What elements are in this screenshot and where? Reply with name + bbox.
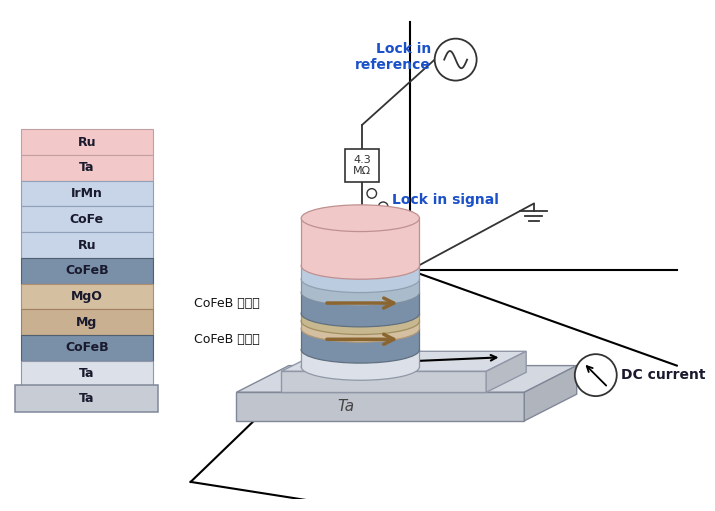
Circle shape — [575, 354, 617, 396]
Bar — [301, 321, 420, 329]
Bar — [21, 309, 152, 335]
Text: Ta: Ta — [79, 392, 94, 405]
Text: MgO: MgO — [71, 290, 103, 303]
Text: Lock in signal: Lock in signal — [392, 193, 498, 207]
Text: Ru: Ru — [77, 239, 96, 251]
Polygon shape — [486, 351, 526, 392]
Polygon shape — [281, 351, 526, 371]
Ellipse shape — [301, 252, 420, 279]
Bar — [301, 350, 420, 367]
Text: CoFe: CoFe — [69, 213, 104, 226]
Bar — [21, 232, 152, 258]
Bar — [21, 206, 152, 232]
Bar — [301, 329, 420, 350]
Text: Ta: Ta — [79, 367, 94, 380]
Ellipse shape — [301, 300, 420, 327]
Bar — [21, 155, 152, 181]
Circle shape — [378, 202, 388, 212]
Polygon shape — [281, 371, 486, 392]
Ellipse shape — [301, 336, 420, 363]
Bar — [21, 181, 152, 206]
Bar — [21, 335, 152, 361]
Text: CoFeB 자유층: CoFeB 자유층 — [194, 333, 260, 346]
Bar — [21, 258, 152, 284]
Bar — [301, 279, 420, 293]
Ellipse shape — [301, 308, 420, 335]
Bar — [301, 293, 420, 314]
Ellipse shape — [301, 279, 420, 306]
Text: IrMn: IrMn — [71, 187, 103, 200]
Bar — [301, 314, 420, 321]
Circle shape — [367, 189, 377, 198]
Circle shape — [435, 39, 477, 81]
Bar — [21, 361, 152, 386]
Polygon shape — [237, 365, 577, 392]
Ellipse shape — [301, 354, 420, 380]
Bar — [301, 266, 420, 279]
Bar — [301, 218, 420, 266]
Text: Ta: Ta — [337, 399, 355, 414]
Ellipse shape — [301, 315, 420, 342]
Bar — [345, 149, 380, 182]
Text: CoFeB: CoFeB — [65, 341, 109, 355]
Text: Ta: Ta — [79, 161, 94, 174]
Text: Ru: Ru — [77, 135, 96, 149]
Polygon shape — [237, 392, 524, 421]
Text: 4.3
MΩ: 4.3 MΩ — [353, 154, 371, 176]
Bar — [21, 284, 152, 309]
Text: Mg: Mg — [76, 316, 97, 329]
Polygon shape — [524, 365, 577, 421]
Bar — [15, 385, 158, 412]
Text: CoFeB 고정층: CoFeB 고정층 — [194, 296, 260, 310]
Ellipse shape — [301, 205, 420, 231]
Ellipse shape — [301, 266, 420, 293]
Text: CoFeB: CoFeB — [65, 264, 109, 277]
Text: Lock in
reference: Lock in reference — [355, 42, 431, 72]
Bar — [21, 129, 152, 155]
Text: DC current: DC current — [621, 368, 705, 382]
